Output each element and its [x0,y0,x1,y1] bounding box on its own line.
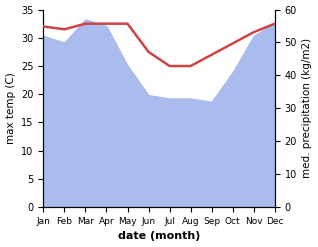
Y-axis label: max temp (C): max temp (C) [5,72,16,144]
X-axis label: date (month): date (month) [118,231,200,242]
Y-axis label: med. precipitation (kg/m2): med. precipitation (kg/m2) [302,38,313,178]
